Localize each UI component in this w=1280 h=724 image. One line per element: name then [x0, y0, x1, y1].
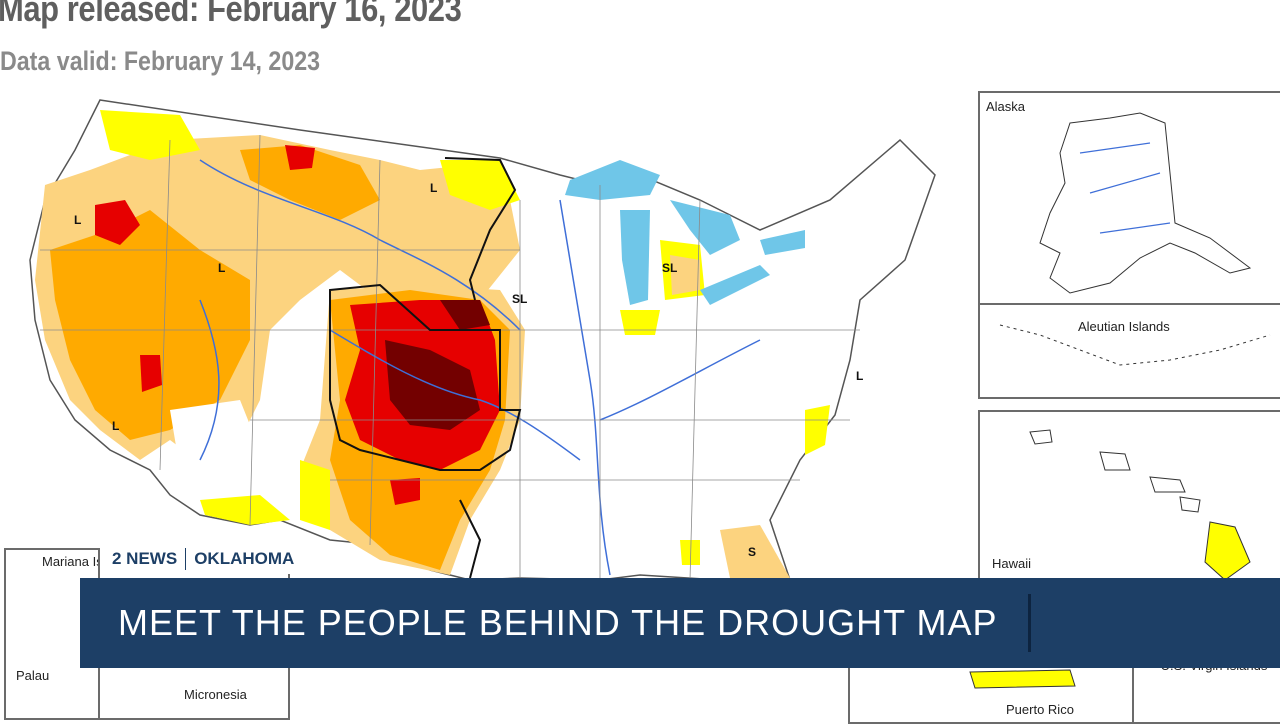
michigan-moderate-drought [670, 255, 700, 295]
data-valid-subtitle: Data valid: February 14, 2023 [0, 46, 321, 76]
hawaii-label: Hawaii [992, 556, 1032, 571]
impact-mark-florida: S [748, 545, 756, 559]
alaska-label: Alaska [986, 99, 1026, 114]
carolina-abnormally-dry [805, 405, 830, 455]
station-brand: 2 NEWS OKLAHOMA [100, 544, 309, 574]
impact-mark-east-coast: L [856, 369, 863, 383]
nevada-extreme-drought [140, 355, 162, 392]
river-ohio [599, 339, 761, 421]
oklahoma-kansas-boundary [329, 283, 522, 471]
impact-mark-california: L [112, 419, 119, 433]
nebraska-exceptional-drought [440, 300, 490, 330]
florida-moderate-drought [720, 525, 790, 578]
station-state: OKLAHOMA [194, 549, 295, 568]
big-island-abnormally-dry [1204, 521, 1251, 580]
west-severe-drought [50, 210, 250, 440]
texas-boundary [459, 499, 482, 579]
aleutian-inset: Aleutian Islands [978, 303, 1280, 399]
hawaii-shape [1029, 429, 1251, 580]
aleutian-shape [999, 324, 1271, 366]
river-mississippi [559, 199, 611, 576]
north-severe-drought [240, 145, 380, 220]
impact-mark-iowa: SL [512, 292, 527, 306]
montana-extreme-drought [285, 145, 315, 170]
alaska-inset: Alaska [978, 91, 1280, 307]
impact-mark-michigan: SL [662, 261, 677, 275]
lake-ontario [760, 230, 805, 255]
impact-mark-idaho: L [218, 261, 225, 275]
oregon-extreme-drought [95, 200, 140, 245]
river-arkansas [329, 329, 581, 461]
alaska-shape [1039, 112, 1252, 294]
impact-mark-oregon: L [74, 213, 81, 227]
banner-divider [1028, 594, 1031, 652]
lake-superior [565, 160, 660, 200]
georgia-abnormally-dry [680, 540, 700, 565]
hawaii-inset: Hawaii [978, 410, 1280, 582]
texas-abnormally-dry [300, 460, 330, 530]
river-colorado [199, 299, 220, 461]
lake-huron [670, 200, 740, 255]
impact-mark-dakota: L [430, 181, 437, 195]
dakota-abnormally-dry [440, 160, 520, 210]
puerto-rico-shape [969, 669, 1076, 689]
ohio-abnormally-dry [620, 310, 660, 335]
lake-michigan [620, 210, 650, 305]
micronesia-label: Micronesia [184, 687, 247, 702]
lake-erie [700, 265, 770, 305]
pacific-nw-abnormally-dry [100, 110, 200, 160]
aleutian-label: Aleutian Islands [1078, 319, 1170, 334]
texas-extreme-drought [390, 478, 420, 505]
palau-label: Palau [16, 668, 50, 683]
puerto-rico-label: Puerto Rico [1006, 702, 1074, 717]
headline-text: MEET THE PEOPLE BEHIND THE DROUGHT MAP [118, 602, 998, 643]
minnesota-boundary [444, 157, 517, 301]
california-white-area [170, 400, 260, 490]
headline-banner [80, 578, 1280, 668]
southwest-abnormally-dry [200, 495, 290, 525]
brand-separator [185, 548, 187, 570]
map-release-title: Map released: February 16, 2023 [0, 0, 462, 29]
station-name: 2 NEWS [112, 549, 178, 568]
